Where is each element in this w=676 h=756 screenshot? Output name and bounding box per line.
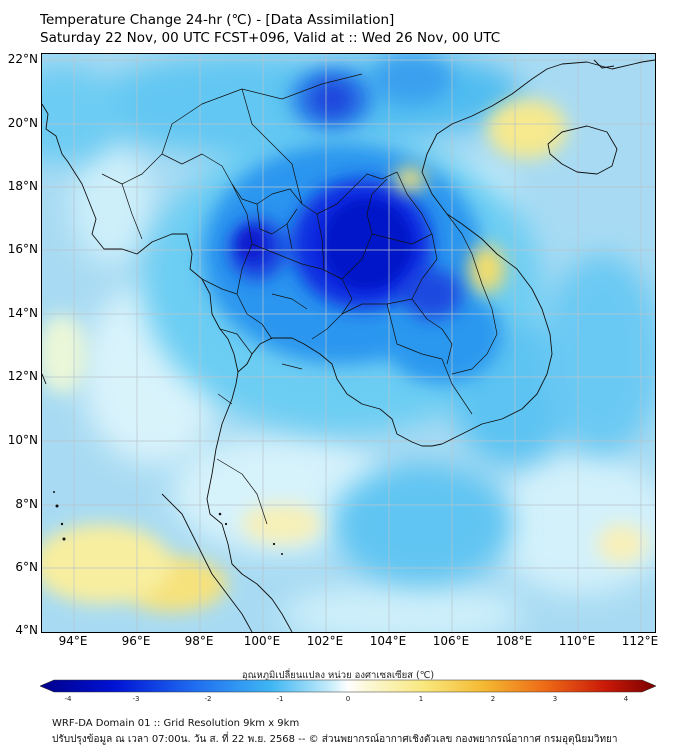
map-panel[interactable] [41,53,656,633]
lon-label-112e: 112°E [621,634,659,648]
lon-label-96e: 96°E [121,634,151,648]
islands [53,491,283,555]
footer-model-info: WRF-DA Domain 01 :: Grid Resolution 9km … [52,718,300,729]
colorbar-title: อุณหภูมิเปลี่ยนแปลง หน่วย องศาเซลเซียส (… [241,670,435,681]
lat-label-10n: 10°N [7,433,38,447]
lat-label-16n: 16°N [7,242,38,256]
field-warming [42,99,647,612]
colorbar-gradient [40,679,656,693]
colorbar-tick-0: 0 [345,695,351,703]
lon-label-110e: 110°E [558,634,596,648]
lat-label-4n: 4°N [15,623,38,637]
lat-label-8n: 8°N [15,497,38,511]
map-title: Temperature Change 24-hr (℃) - [Data Ass… [40,12,395,28]
lat-label-22n: 22°N [7,52,38,66]
colorbar-tick-2: 2 [490,695,496,703]
lat-label-12n: 12°N [7,369,38,383]
colorbar-tick-neg2: -2 [204,695,212,703]
admin-boundaries [101,73,498,525]
lon-label-102e: 102°E [306,634,344,648]
colorbar-tick-4: 4 [623,695,629,703]
lon-label-98e: 98°E [184,634,214,648]
lat-label-6n: 6°N [15,560,38,574]
colorbar-tick-1: 1 [418,695,424,703]
lat-label-18n: 18°N [7,179,38,193]
lon-label-106e: 106°E [432,634,470,648]
colorbar-tick-neg1: -1 [276,695,284,703]
temperature-field-map [42,54,655,632]
map-subtitle: Saturday 22 Nov, 00 UTC FCST+096, Valid … [40,30,501,46]
lat-label-14n: 14°N [7,306,38,320]
colorbar-tick-neg4: -4 [64,695,72,703]
colorbar-tick-neg3: -3 [132,695,140,703]
colorbar [40,679,656,693]
lon-label-108e: 108°E [495,634,533,648]
lon-label-104e: 104°E [369,634,407,648]
lon-label-94e: 94°E [58,634,88,648]
lat-lon-gridlines [42,54,655,632]
lon-label-100e: 100°E [243,634,281,648]
lat-label-20n: 20°N [7,116,38,130]
footer-credit: ปรับปรุงข้อมูล ณ เวลา 07:00น. วัน ส. ที่… [52,734,618,745]
colorbar-tick-3: 3 [552,695,558,703]
